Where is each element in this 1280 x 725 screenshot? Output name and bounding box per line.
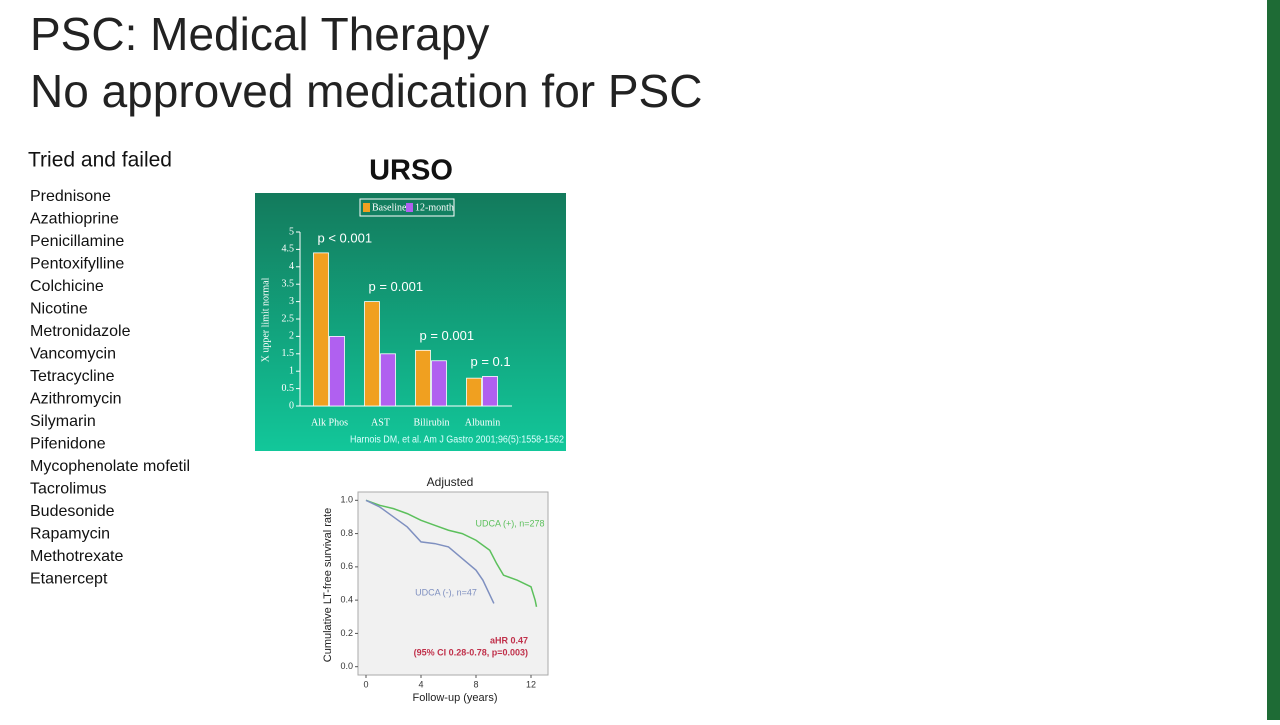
x-tick-label: Bilirubin: [413, 417, 449, 428]
km-plot-area: [357, 491, 549, 676]
legend-label: 12-month: [415, 202, 454, 213]
legend-box: [359, 198, 455, 217]
drug-item: Azithromycin: [30, 391, 122, 408]
drug-item: Rapamycin: [30, 526, 110, 543]
y-tick-label: 0.8: [340, 528, 353, 538]
title-line: No approved medication for PSC: [30, 65, 702, 117]
x-tick-label: 4: [418, 679, 423, 689]
y-tick-label: 3: [289, 296, 294, 307]
citation: Harnois DM, et al. Am J Gastro 2001;96(5…: [350, 435, 564, 446]
bar-chart-background: [255, 193, 566, 451]
p-value-annotation: p < 0.001: [318, 230, 373, 245]
chart-title: Adjusted: [427, 475, 474, 489]
y-tick-label: 4: [289, 261, 294, 272]
y-tick-label: 1: [289, 365, 294, 376]
bar: [313, 252, 329, 407]
x-tick-label: AST: [371, 417, 390, 428]
y-axis-label: X upper limit normal: [260, 277, 271, 362]
drug-item: Colchicine: [30, 278, 104, 295]
drug-item: Metronidazole: [30, 323, 131, 340]
legend-swatch: [363, 203, 370, 212]
section-heading: URSO: [369, 155, 453, 187]
drug-item: Tetracycline: [30, 368, 115, 385]
p-value-annotation: p = 0.1: [471, 354, 511, 369]
bar: [329, 335, 345, 407]
x-tick-label: Albumin: [465, 417, 501, 428]
drug-item: Vancomycin: [30, 346, 116, 363]
y-tick-label: 3.5: [282, 278, 295, 289]
y-tick-label: 2.5: [282, 313, 295, 324]
p-value-annotation: p = 0.001: [369, 279, 424, 294]
y-tick-label: 0.5: [282, 383, 295, 394]
x-tick-label: Alk Phos: [311, 417, 348, 428]
x-tick-label: 8: [473, 679, 478, 689]
legend-swatch: [406, 203, 413, 212]
y-tick-label: 0.6: [340, 561, 353, 571]
bar: [482, 376, 498, 407]
y-tick-label: 0: [289, 400, 294, 411]
y-tick-label: 4.5: [282, 244, 295, 255]
x-axis-label: Follow-up (years): [413, 692, 498, 704]
x-tick-label: 12: [526, 679, 536, 689]
y-tick-label: 1.0: [340, 495, 353, 505]
sidebar-heading: Tried and failed: [28, 149, 172, 172]
drug-item: Pifenidone: [30, 436, 106, 453]
series-label: UDCA (-), n=47: [415, 587, 477, 597]
drug-item: Budesonide: [30, 503, 115, 520]
y-tick-label: 2: [289, 331, 294, 342]
drug-item: Mycophenolate mofetil: [30, 458, 190, 475]
p-value-annotation: p = 0.001: [420, 328, 475, 343]
survival-curve: [365, 499, 495, 604]
x-tick-label: 0: [363, 679, 368, 689]
drug-item: Penicillamine: [30, 233, 124, 250]
y-tick-label: 5: [289, 226, 294, 237]
y-tick-label: 0.4: [340, 595, 353, 605]
legend-label: Baseline: [372, 202, 407, 213]
drug-item: Tacrolimus: [30, 481, 106, 498]
y-tick-label: 1.5: [282, 348, 295, 359]
drug-item: Prednisone: [30, 188, 111, 205]
drug-item: Azathioprine: [30, 211, 119, 228]
edge-stripe: [1267, 0, 1280, 720]
drug-item: Methotrexate: [30, 548, 123, 565]
series-label: UDCA (+), n=278: [475, 518, 544, 528]
y-axis-label: Cumulative LT-free survival rate: [322, 508, 334, 662]
bar: [380, 353, 396, 407]
y-tick-label: 0.2: [340, 628, 353, 638]
bar: [364, 301, 380, 407]
survival-curve: [365, 499, 538, 607]
stat-annotation: (95% CI 0.28-0.78, p=0.003): [414, 647, 528, 657]
drug-item: Silymarin: [30, 413, 96, 430]
title-line: PSC: Medical Therapy: [30, 8, 489, 60]
bar: [415, 349, 431, 407]
y-tick-label: 0.0: [340, 661, 353, 671]
bar: [431, 360, 447, 407]
stat-annotation: aHR 0.47: [490, 635, 528, 645]
drug-item: Etanercept: [30, 571, 108, 588]
drug-item: Nicotine: [30, 301, 88, 318]
bar: [466, 377, 482, 407]
drug-item: Pentoxifylline: [30, 256, 124, 273]
